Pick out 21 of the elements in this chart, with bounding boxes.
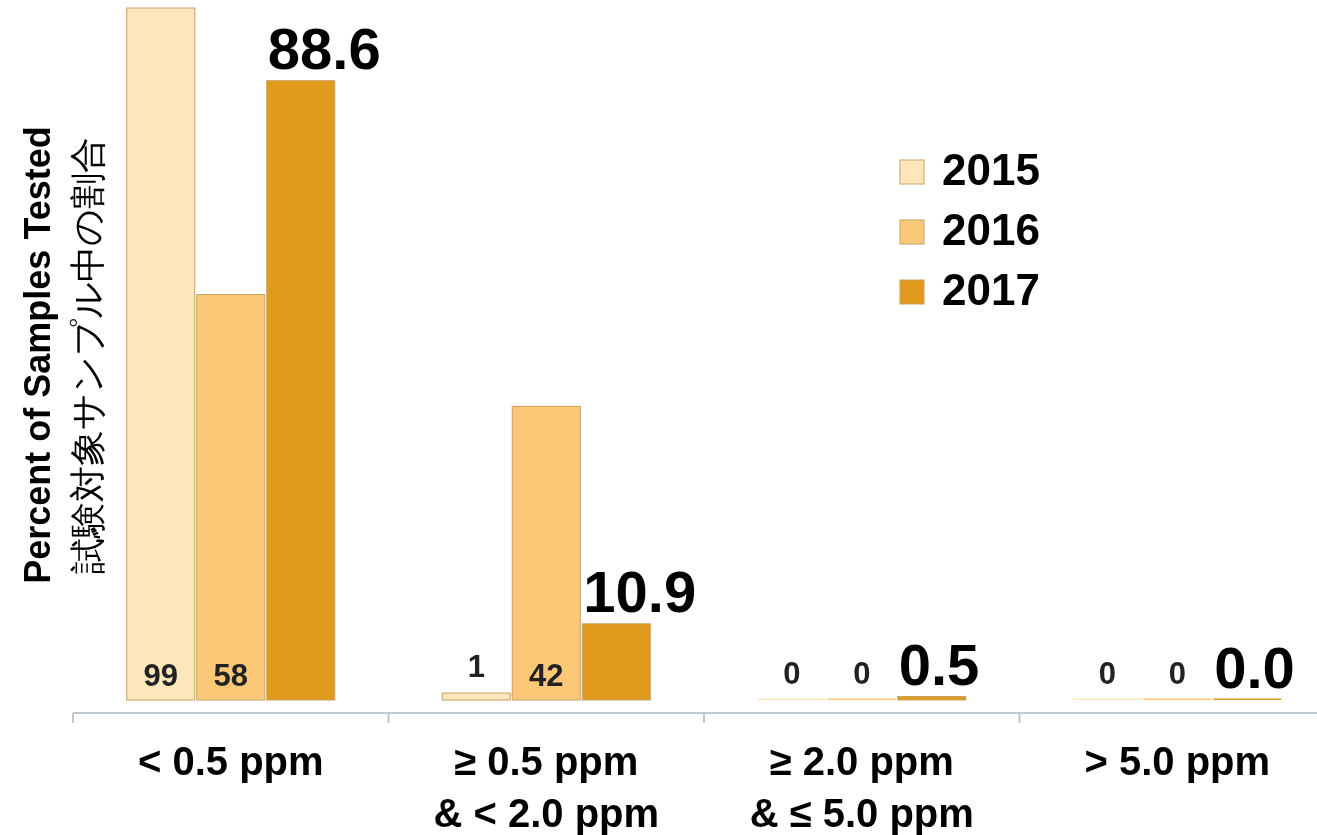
x-tick-label: < 0.5 ppm (137, 739, 324, 783)
data-label: 0 (1168, 656, 1186, 691)
data-label: 0 (1098, 656, 1116, 691)
legend-label: 2017 (942, 265, 1040, 314)
x-tick-label: ≥ 0.5 ppm & < 2.0 ppm (433, 739, 660, 835)
data-label: 88.6 (267, 15, 381, 81)
bar (897, 696, 967, 701)
y-axis-title: Percent of Samples Tested 試験対象サンプル中の割合 (17, 126, 108, 584)
legend-label: 2016 (942, 205, 1040, 254)
legend-label: 2015 (942, 145, 1040, 194)
x-tick-label: ≥ 2.0 ppm & ≤ 5.0 ppm (749, 739, 974, 835)
data-label: 10.9 (583, 558, 697, 624)
x-tick-label: > 5.0 ppm (1084, 739, 1271, 783)
data-label: 0 (783, 656, 801, 691)
data-label: 1 (467, 649, 485, 685)
data-label: 99 (143, 658, 178, 693)
data-label: 0.0 (1214, 635, 1295, 700)
data-label: 0 (853, 656, 871, 691)
data-label: 42 (529, 658, 564, 693)
data-label: 0.5 (898, 631, 980, 697)
data-label: 58 (213, 658, 248, 693)
